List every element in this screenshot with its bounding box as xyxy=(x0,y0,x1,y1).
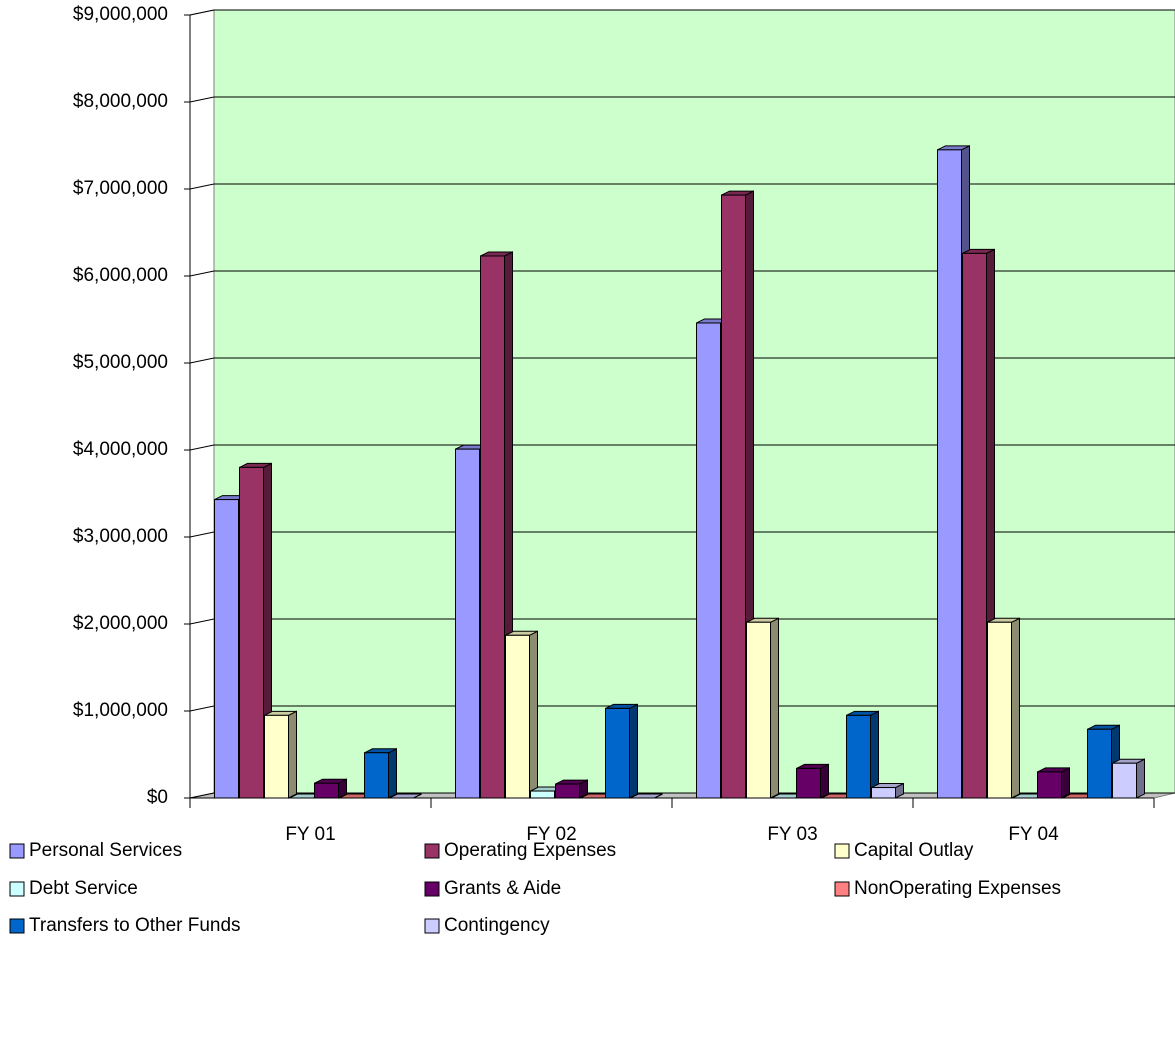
grid-line xyxy=(189,9,1175,16)
bar xyxy=(1037,771,1062,799)
bar xyxy=(480,255,505,799)
legend-swatch xyxy=(9,843,25,859)
bar xyxy=(555,783,580,799)
y-tick-label: $9,000,000 xyxy=(73,4,168,25)
back-wall xyxy=(213,9,1175,794)
bar xyxy=(214,499,239,799)
bar xyxy=(696,322,721,799)
bar xyxy=(505,634,530,799)
legend-swatch xyxy=(424,881,440,897)
grid-line xyxy=(189,444,1175,451)
legend-label: Debt Service xyxy=(29,878,138,899)
legend-label: Contingency xyxy=(444,915,550,936)
grid-line xyxy=(189,270,1175,277)
x-tick-label: FY 01 xyxy=(285,824,335,845)
bar-side xyxy=(629,703,638,799)
bar xyxy=(605,707,630,799)
legend-swatch xyxy=(9,918,25,934)
y-tick-label: $1,000,000 xyxy=(73,700,168,721)
bar xyxy=(721,194,746,799)
legend-label: Personal Services xyxy=(29,840,182,861)
bar xyxy=(1087,728,1112,799)
bar-side xyxy=(1011,617,1020,799)
grid-line xyxy=(189,357,1175,364)
legend-swatch xyxy=(834,843,850,859)
bar-side xyxy=(1061,767,1070,799)
legend-label: Grants & Aide xyxy=(444,878,561,899)
legend-label: Operating Expenses xyxy=(444,840,616,861)
bar-side xyxy=(529,630,538,799)
bar xyxy=(239,466,264,799)
bar xyxy=(796,767,821,799)
bar-side xyxy=(388,747,397,799)
legend-swatch xyxy=(424,918,440,934)
y-tick-label: $6,000,000 xyxy=(73,265,168,286)
bar xyxy=(962,252,987,799)
bar xyxy=(455,448,480,799)
x-tick-label: FY 02 xyxy=(526,824,576,845)
legend-swatch xyxy=(424,843,440,859)
bar xyxy=(364,752,389,799)
side-wall xyxy=(189,9,215,799)
bar xyxy=(746,621,771,799)
bar-side xyxy=(1136,758,1145,799)
x-tick-label: FY 04 xyxy=(1008,824,1059,845)
y-tick-label: $7,000,000 xyxy=(73,178,168,199)
x-tick-label: FY 03 xyxy=(767,824,817,845)
legend-label: Transfers to Other Funds xyxy=(29,915,241,936)
bar-side xyxy=(770,617,779,799)
y-tick-label: $0 xyxy=(147,787,168,808)
y-tick-label: $3,000,000 xyxy=(73,526,168,547)
legend-swatch xyxy=(834,881,850,897)
bar xyxy=(987,621,1012,799)
y-tick-label: $5,000,000 xyxy=(73,352,168,373)
y-tick-label: $4,000,000 xyxy=(73,439,168,460)
legend-swatch xyxy=(9,881,25,897)
bar xyxy=(314,782,339,799)
bar xyxy=(530,790,555,799)
legend-label: Capital Outlay xyxy=(854,840,974,861)
bar-top xyxy=(630,793,663,799)
bar xyxy=(937,149,962,799)
bar-top xyxy=(389,793,422,799)
grid-line xyxy=(189,96,1175,103)
grid-line xyxy=(189,183,1175,190)
bar xyxy=(871,787,896,799)
bar-side xyxy=(820,763,829,799)
bar xyxy=(264,714,289,799)
legend-label: NonOperating Expenses xyxy=(854,878,1061,899)
bar-side xyxy=(288,710,297,799)
y-tick-label: $8,000,000 xyxy=(73,91,168,112)
bar xyxy=(846,714,871,799)
y-tick-label: $2,000,000 xyxy=(73,613,168,634)
bar xyxy=(1112,762,1137,799)
